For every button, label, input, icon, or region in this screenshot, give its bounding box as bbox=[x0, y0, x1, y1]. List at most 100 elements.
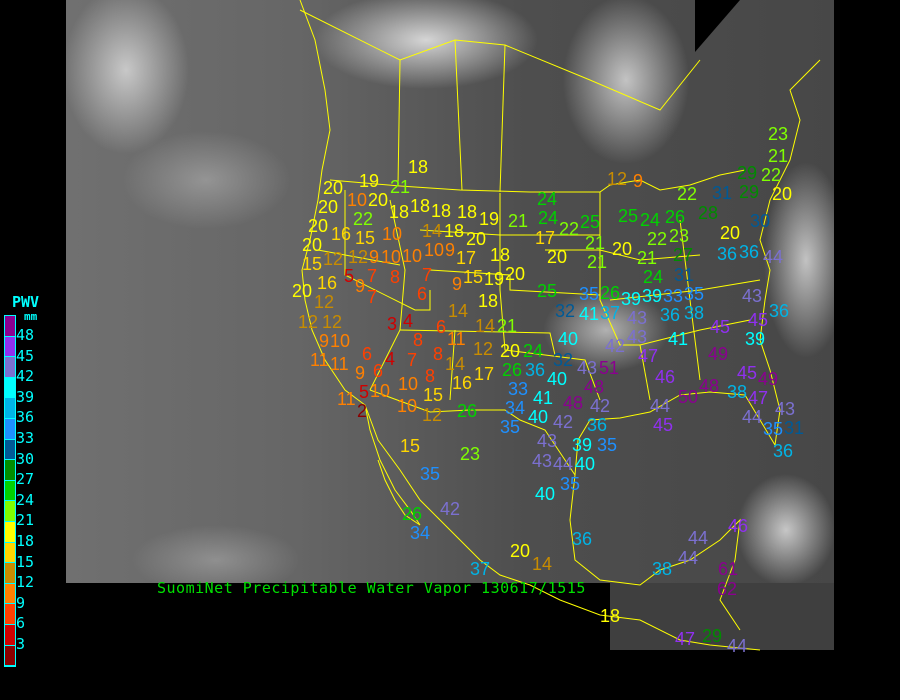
pwv-station-value: 26 bbox=[600, 283, 621, 303]
legend-swatch bbox=[5, 624, 15, 646]
pwv-station-value: 43 bbox=[537, 431, 558, 451]
pwv-station-value: 39 bbox=[621, 289, 642, 309]
state-line bbox=[679, 219, 701, 381]
pwv-station-value: 48 bbox=[699, 376, 720, 396]
pwv-station-value: 12 bbox=[314, 292, 335, 312]
pwv-station-value: 44 bbox=[650, 396, 671, 416]
pwv-station-value: 26 bbox=[502, 360, 523, 380]
pwv-station-value: 41 bbox=[668, 329, 689, 349]
us-canada-border bbox=[329, 169, 746, 193]
pwv-station-value: 45 bbox=[653, 415, 674, 435]
pwv-station-value: 29 bbox=[737, 163, 758, 183]
canada-province-line bbox=[299, 9, 701, 111]
legend-swatch bbox=[5, 604, 15, 625]
pwv-station-value: 10 bbox=[402, 246, 423, 266]
pwv-station-value: 24 bbox=[523, 341, 544, 361]
pwv-station-value: 9 bbox=[633, 171, 644, 191]
pwv-station-value: 11 bbox=[330, 354, 349, 374]
pwv-station-value: 10 bbox=[347, 190, 368, 210]
us-mexico-border bbox=[369, 389, 576, 476]
pwv-station-value: 48 bbox=[584, 377, 605, 397]
pwv-station-value: 12 bbox=[422, 405, 443, 425]
pwv-station-value: 17 bbox=[535, 228, 556, 248]
legend-swatch bbox=[5, 501, 15, 522]
pwv-station-value: 11 bbox=[337, 389, 356, 409]
pwv-station-value: 43 bbox=[627, 327, 648, 347]
pwv-station-value: 20 bbox=[308, 216, 329, 236]
pwv-station-value: 14 bbox=[475, 316, 496, 336]
pwv-station-value: 9 bbox=[452, 274, 463, 294]
pwv-station-value: 22 bbox=[353, 209, 374, 229]
pwv-station-value: 8 bbox=[390, 267, 401, 287]
pwv-station-value: 32 bbox=[555, 301, 576, 321]
pwv-station-value: 25 bbox=[537, 281, 558, 301]
pwv-station-value: 12 bbox=[473, 339, 494, 359]
pwv-station-value: 44 bbox=[688, 528, 709, 548]
pwv-station-value: 17 bbox=[456, 248, 477, 268]
pwv-station-value: 35 bbox=[579, 284, 600, 304]
pwv-station-value: 49 bbox=[708, 344, 729, 364]
pwv-station-value: 37 bbox=[600, 303, 621, 323]
state-line bbox=[317, 249, 401, 266]
legend-label: 18 bbox=[16, 532, 35, 550]
state-line bbox=[545, 249, 701, 261]
pwv-station-value: 40 bbox=[528, 407, 549, 427]
pwv-station-value: 6 bbox=[373, 361, 384, 381]
legend-label: 9 bbox=[16, 593, 26, 612]
pwv-station-value: 35 bbox=[684, 284, 705, 304]
legend-swatch bbox=[5, 521, 15, 543]
pwv-station-value: 8 bbox=[413, 330, 424, 350]
pwv-station-value: 27 bbox=[673, 245, 694, 265]
legend-swatch bbox=[5, 480, 15, 502]
pwv-station-value: 7 bbox=[407, 350, 418, 370]
pwv-station-value: 4 bbox=[403, 311, 414, 331]
pwv-station-value: 31 bbox=[784, 418, 805, 438]
pwv-station-value: 31 bbox=[674, 265, 695, 285]
pwv-station-value: 15 bbox=[423, 385, 444, 405]
pwv-station-value: 10 bbox=[397, 396, 418, 416]
pwv-station-value: 42 bbox=[605, 336, 626, 356]
pwv-station-value: 21 bbox=[768, 146, 789, 166]
pwv-station-value: 20 bbox=[323, 178, 344, 198]
pwv-station-value: 11 bbox=[310, 350, 329, 370]
legend-swatch bbox=[5, 377, 15, 399]
pwv-station-value: 41 bbox=[533, 388, 554, 408]
pwv-station-value: 46 bbox=[728, 516, 749, 536]
pwv-station-value: 10 bbox=[398, 374, 419, 394]
legend-label: 6 bbox=[16, 614, 26, 633]
pwv-station-value: 18 bbox=[408, 157, 429, 177]
pwv-station-value: 12 bbox=[322, 312, 343, 332]
mexico-gulf-coast bbox=[569, 474, 741, 631]
pwv-station-value: 18 bbox=[444, 221, 465, 241]
pwv-station-value: 20 bbox=[612, 239, 633, 259]
pwv-station-value: 19 bbox=[484, 269, 505, 289]
pwv-station-value: 9 bbox=[355, 363, 366, 383]
pwv-station-value: 43 bbox=[775, 399, 796, 419]
pwv-station-value: 18 bbox=[389, 202, 410, 222]
legend-swatch bbox=[5, 542, 15, 564]
pwv-station-value: 44 bbox=[727, 636, 748, 656]
state-line bbox=[609, 279, 761, 301]
pwv-station-value: 43 bbox=[627, 308, 648, 328]
pwv-station-value: 20 bbox=[318, 197, 339, 217]
legend-label: 39 bbox=[16, 387, 35, 406]
pwv-station-value: 26 bbox=[665, 207, 686, 227]
pwv-station-value: 26 bbox=[402, 504, 423, 524]
legend-color-bar bbox=[4, 315, 16, 668]
pwv-station-value: 44 bbox=[742, 407, 763, 427]
pwv-station-value: 22 bbox=[647, 229, 668, 249]
pwv-station-value: 16 bbox=[452, 373, 473, 393]
pwv-station-value: 24 bbox=[538, 208, 559, 228]
pwv-station-value: 41 bbox=[579, 304, 600, 324]
pwv-station-value: 36 bbox=[739, 242, 760, 262]
state-line bbox=[429, 269, 601, 296]
pwv-station-value: 39 bbox=[572, 435, 593, 455]
pwv-station-value: 47 bbox=[638, 346, 659, 366]
pwv-station-value: 6 bbox=[436, 317, 447, 337]
pwv-station-value: 39 bbox=[745, 329, 766, 349]
pwv-station-value: 16 bbox=[331, 224, 352, 244]
pwv-station-value: 46 bbox=[655, 367, 676, 387]
pwv-station-value: 23 bbox=[768, 124, 789, 144]
pwv-station-value: 5 bbox=[359, 382, 370, 402]
pwv-station-value: 42 bbox=[590, 396, 611, 416]
